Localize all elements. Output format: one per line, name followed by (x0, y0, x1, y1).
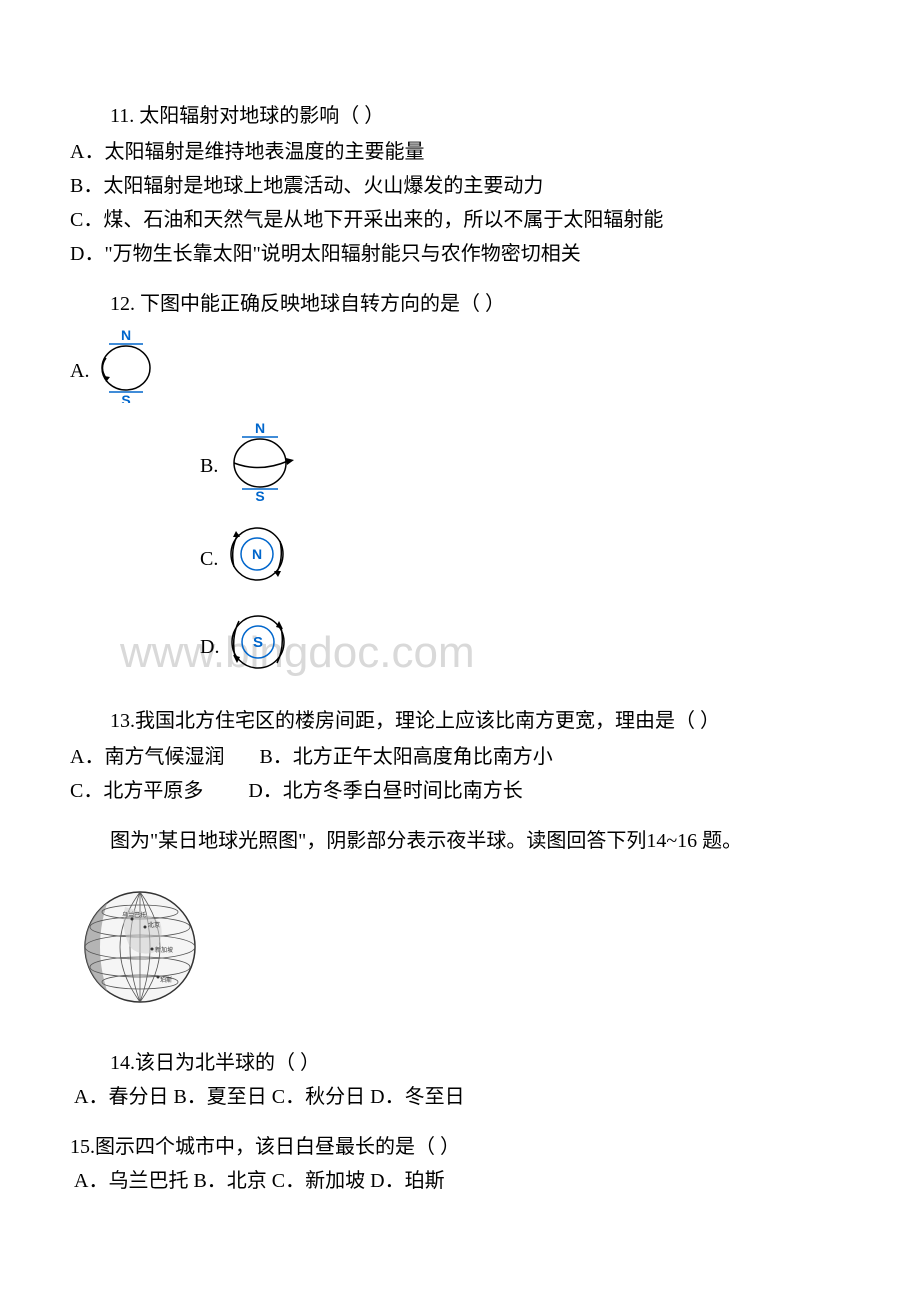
q12-diagram-c: N (220, 519, 295, 599)
globe-illumination-diagram: 乌兰巴托 北京 新加坡 珀斯 (70, 877, 210, 1017)
n-label-icon: N (252, 546, 262, 562)
q12-label-d: D. (200, 631, 219, 663)
q15-options: A．乌兰巴托 B．北京 C．新加坡 D．珀斯 (74, 1165, 850, 1197)
q13-options-row1: A．南方气候湿润 B．北方正午太阳高度角比南方小 (70, 741, 850, 773)
q12-diagram-b: N S (220, 421, 305, 511)
q12-diagram-d-row: D. S (200, 607, 850, 687)
q13-text: 13.我国北方住宅区的楼房间距，理论上应该比南方更宽，理由是（ ） (70, 705, 850, 737)
q13-option-d: D．北方冬季白昼时间比南方长 (248, 780, 522, 802)
n-label-icon: N (255, 421, 265, 436)
q13-options-row2: C．北方平原多 D．北方冬季白昼时间比南方长 (70, 775, 850, 807)
context-text: 图为"某日地球光照图"，阴影部分表示夜半球。读图回答下列14~16 题。 (70, 825, 850, 857)
question-12: 12. 下图中能正确反映地球自转方向的是（ ） A. N S B. (70, 288, 850, 687)
context-14-16: 图为"某日地球光照图"，阴影部分表示夜半球。读图回答下列14~16 题。 (70, 825, 850, 1017)
q13-option-c: C．北方平原多 (70, 780, 203, 802)
n-label-icon: N (121, 328, 131, 343)
q14-text: 14.该日为北半球的（ ） (70, 1047, 850, 1079)
question-15: 15.图示四个城市中，该日白昼最长的是（ ） A．乌兰巴托 B．北京 C．新加坡… (70, 1131, 850, 1197)
svg-text:新加坡: 新加坡 (155, 946, 173, 954)
q12-label-c: C. (200, 543, 218, 575)
q13-option-a: A．南方气候湿润 (70, 746, 224, 768)
svg-text:珀斯: 珀斯 (160, 976, 172, 984)
q11-option-b: B．太阳辐射是地球上地震活动、火山爆发的主要动力 (70, 170, 850, 202)
q14-options: A．春分日 B．夏至日 C．秋分日 D．冬至日 (74, 1081, 850, 1113)
q12-diagram-a-row: A. N S (70, 328, 850, 413)
q12-diagram-d: S (221, 607, 296, 687)
q12-diagram-a: N S (91, 328, 161, 413)
q11-option-a: A．太阳辐射是维持地表温度的主要能量 (70, 136, 850, 168)
q13-option-b: B．北方正午太阳高度角比南方小 (259, 746, 552, 768)
q11-option-c: C．煤、石油和天然气是从地下开采出来的，所以不属于太阳辐射能 (70, 204, 850, 236)
q12-text: 12. 下图中能正确反映地球自转方向的是（ ） (70, 288, 850, 320)
q11-text: 11. 太阳辐射对地球的影响（ ） (70, 100, 850, 132)
question-14: 14.该日为北半球的（ ） A．春分日 B．夏至日 C．秋分日 D．冬至日 (70, 1047, 850, 1113)
q12-diagram-b-row: B. N S (200, 421, 850, 511)
q12-diagram-c-row: C. N (200, 519, 850, 599)
question-13: 13.我国北方住宅区的楼房间距，理论上应该比南方更宽，理由是（ ） A．南方气候… (70, 705, 850, 807)
s-label-icon: S (122, 392, 131, 403)
q12-label-a: A. (70, 355, 89, 387)
svg-text:北京: 北京 (148, 921, 160, 929)
document-content: 11. 太阳辐射对地球的影响（ ） A．太阳辐射是维持地表温度的主要能量 B．太… (70, 100, 850, 1197)
q11-option-d: D．"万物生长靠太阳"说明太阳辐射能只与农作物密切相关 (70, 238, 850, 270)
question-11: 11. 太阳辐射对地球的影响（ ） A．太阳辐射是维持地表温度的主要能量 B．太… (70, 100, 850, 270)
s-label-icon: S (256, 488, 265, 501)
svg-text:乌兰巴托: 乌兰巴托 (122, 911, 146, 919)
s-label-icon: S (253, 634, 263, 651)
q15-text: 15.图示四个城市中，该日白昼最长的是（ ） (70, 1131, 850, 1163)
q12-label-b: B. (200, 450, 218, 482)
q13-options: A．南方气候湿润 B．北方正午太阳高度角比南方小 C．北方平原多 D．北方冬季白… (70, 741, 850, 807)
q11-options: A．太阳辐射是维持地表温度的主要能量 B．太阳辐射是地球上地震活动、火山爆发的主… (70, 136, 850, 270)
